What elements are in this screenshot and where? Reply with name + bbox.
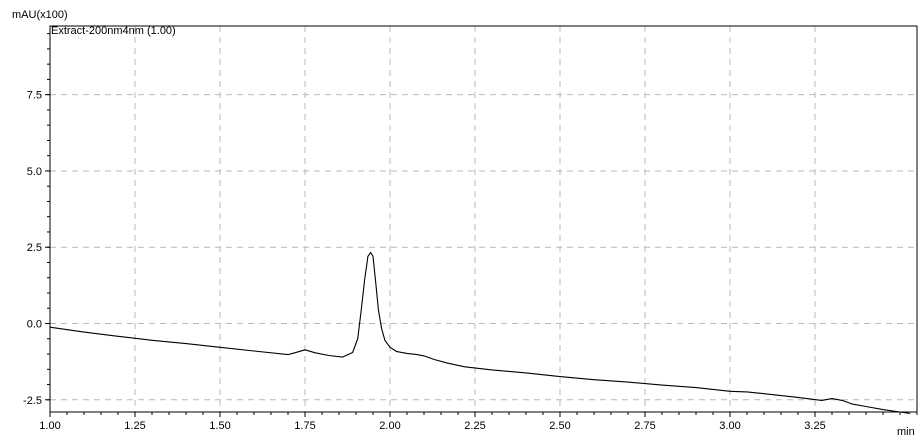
- x-tick-label: 1.25: [124, 420, 145, 432]
- tick-labels: 1.00 1.25 1.50 1.75 2.00 2.25 2.50 2.75 3.00 3.25…: [23, 90, 826, 432]
- legend-entry: Extract-200nm4nm (1.00): [51, 25, 176, 37]
- x-axis-label: min: [897, 426, 915, 438]
- x-tick-label: 3.25: [804, 420, 825, 432]
- x-tick-label: 1.00: [39, 420, 60, 432]
- x-tick-label: 3.00: [719, 420, 740, 432]
- y-tick-label: 2.5: [27, 242, 42, 254]
- axis-ticks: [45, 33, 918, 417]
- y-tick-label: 0.0: [27, 319, 42, 331]
- x-tick-label: 1.75: [294, 420, 315, 432]
- y-tick-label: 5.0: [27, 166, 42, 178]
- y-axis-label: mAU(x100): [12, 9, 68, 21]
- x-tick-label: 1.50: [209, 420, 230, 432]
- x-tick-label: 2.25: [464, 420, 485, 432]
- series-line-extract-200nm4nm: [49, 251, 911, 415]
- plot-frame: [49, 25, 918, 413]
- grid-lines: [50, 26, 917, 412]
- x-tick-label: 2.50: [549, 420, 570, 432]
- y-tick-label: 7.5: [27, 90, 42, 102]
- x-tick-label: 2.00: [379, 420, 400, 432]
- y-tick-label: -2.5: [23, 395, 42, 407]
- x-tick-label: 2.75: [634, 420, 655, 432]
